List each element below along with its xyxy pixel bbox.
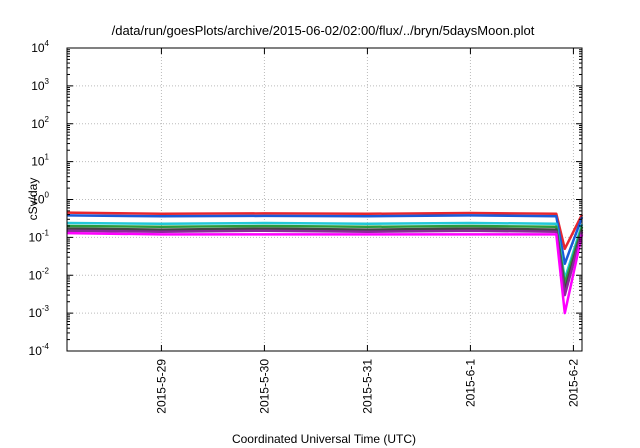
series-line — [66, 211, 584, 251]
y-tick-label: 10-2 — [29, 266, 50, 282]
grid — [67, 48, 582, 351]
y-tick-label: 10-3 — [29, 304, 50, 320]
x-tick-label: 2015-6-2 — [566, 359, 580, 407]
y-tick-label: 10-4 — [29, 342, 50, 358]
x-tick-label: 2015-5-29 — [154, 359, 168, 414]
x-tick-label: 2015-6-1 — [463, 359, 477, 407]
y-tick-label: 104 — [31, 39, 49, 55]
y-axis-label: cSv/day — [26, 178, 40, 221]
x-axis-label: Coordinated Universal Time (UTC) — [232, 432, 416, 446]
series-line — [66, 214, 584, 266]
y-tick-label: 101 — [31, 153, 49, 169]
y-tick-label: 10-1 — [29, 228, 50, 244]
series-line — [66, 229, 584, 297]
x-tick-label: 2015-5-30 — [257, 359, 271, 414]
y-axis: 10-4 10-3 10-2 10-1 100 101 102 103 104 — [29, 39, 582, 358]
chart-title: /data/run/goesPlots/archive/2015-06-02/0… — [112, 23, 535, 38]
series-group — [66, 211, 584, 315]
x-axis: 2015-5-29 2015-5-30 2015-5-31 2015-6-1 2015-… — [154, 48, 580, 414]
x-tick-label: 2015-5-31 — [360, 359, 374, 414]
y-tick-label: 100 — [31, 191, 49, 207]
y-tick-label: 103 — [31, 77, 49, 93]
y-tick-label: 102 — [31, 115, 49, 131]
series-line — [66, 231, 584, 315]
